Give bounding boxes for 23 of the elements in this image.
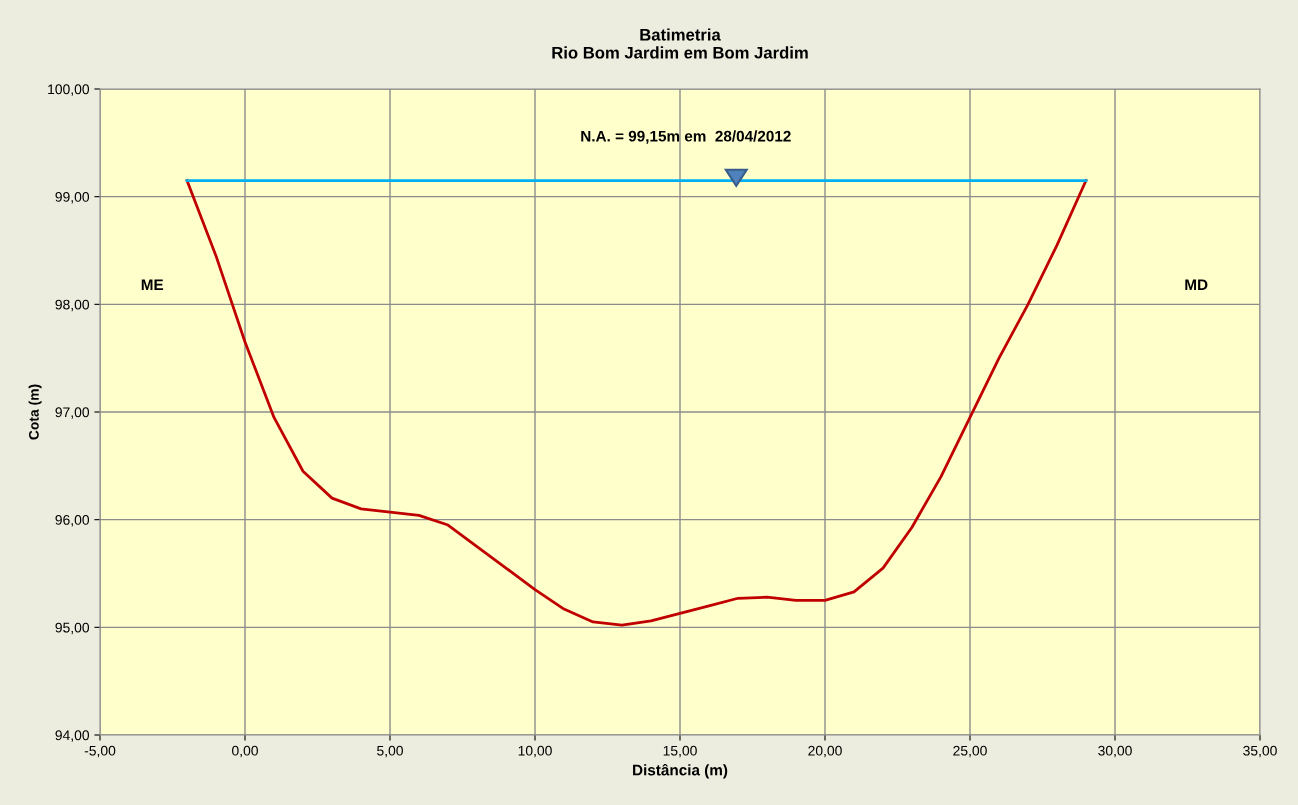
- annotation: ME: [141, 279, 164, 290]
- x-tick-label: 5,00: [377, 745, 403, 758]
- x-tick-label: -5,00: [84, 745, 116, 758]
- y-tick-label: 100,00: [48, 84, 90, 96]
- x-tick-label: 35,00: [1243, 745, 1277, 758]
- x-tick-label: 20,00: [808, 745, 842, 758]
- y-tick-label: 97,00: [55, 407, 90, 419]
- y-tick-label: 95,00: [55, 622, 90, 635]
- annotation: N.A. = 99,15m em 28/04/2012: [581, 130, 791, 144]
- x-tick-label: 10,00: [518, 745, 552, 758]
- x-axis-title: Distância (m): [633, 763, 728, 779]
- annotation: MD: [1185, 279, 1208, 290]
- x-tick-label: 15,00: [663, 745, 697, 758]
- x-tick-label: 0,00: [232, 745, 258, 758]
- y-tick-label: 94,00: [55, 730, 90, 742]
- y-tick-label: 96,00: [55, 515, 90, 527]
- line-series: [185, 179, 1088, 627]
- y-tick-label: 99,00: [55, 192, 90, 204]
- chart-title: Batimetria Rio Bom Jardim em Bom Jardim: [552, 28, 808, 59]
- x-tick-label: 30,00: [1098, 745, 1132, 758]
- x-tick-label: 25,00: [953, 745, 987, 758]
- y-axis-title: Cota (m): [28, 384, 42, 440]
- y-tick-label: 98,00: [55, 299, 90, 312]
